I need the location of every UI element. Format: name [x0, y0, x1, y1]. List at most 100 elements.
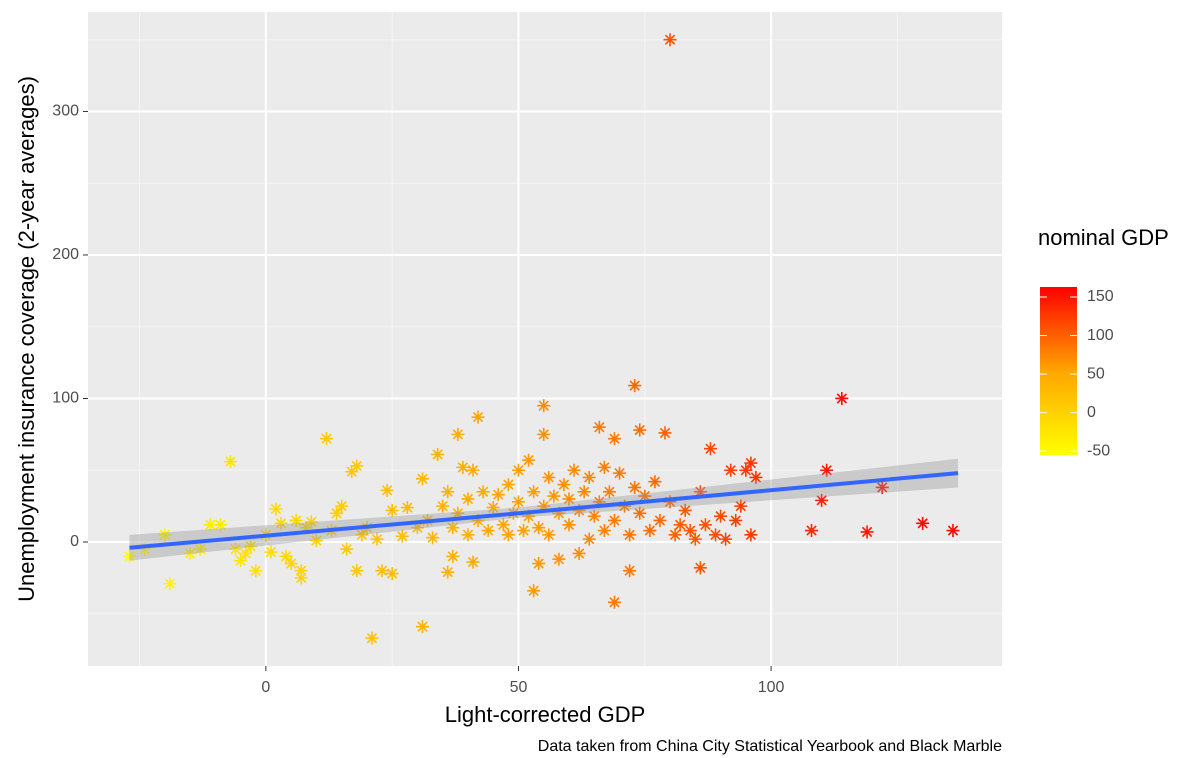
point [552, 506, 566, 520]
y-tick-label: 300 [52, 103, 79, 120]
y-tick-label: 200 [52, 246, 79, 263]
point [466, 555, 480, 569]
point [158, 528, 172, 542]
point [607, 432, 621, 446]
point [648, 475, 662, 489]
point [183, 546, 197, 560]
point [122, 549, 136, 563]
point [592, 495, 606, 509]
point [193, 542, 207, 556]
point [668, 528, 682, 542]
point [431, 447, 445, 461]
point [213, 518, 227, 532]
point [375, 564, 389, 578]
point [304, 515, 318, 529]
point [749, 470, 763, 484]
point [501, 528, 515, 542]
point [446, 521, 460, 535]
point [466, 463, 480, 477]
color-tick-label: 50 [1087, 365, 1105, 382]
point [537, 499, 551, 513]
point [633, 423, 647, 437]
point [380, 483, 394, 497]
point [426, 531, 440, 545]
x-axis-title: Light-corrected GDP [445, 702, 646, 727]
point [663, 33, 677, 47]
point [532, 521, 546, 535]
point [703, 442, 717, 456]
point [739, 463, 753, 477]
point [410, 521, 424, 535]
point [542, 528, 556, 542]
point [294, 564, 308, 578]
point [476, 485, 490, 499]
point [643, 524, 657, 538]
point [628, 379, 642, 393]
color-tick-label: 0 [1087, 404, 1096, 421]
point [658, 426, 672, 440]
point [274, 516, 288, 530]
point [471, 513, 485, 527]
point [284, 557, 298, 571]
point [719, 532, 733, 546]
point [249, 564, 263, 578]
point [415, 472, 429, 486]
color-bar [1040, 287, 1077, 455]
point [385, 503, 399, 517]
point [527, 485, 541, 499]
x-tick-label: 50 [510, 679, 528, 696]
point [365, 631, 379, 645]
point [486, 501, 500, 515]
point [613, 466, 627, 480]
point [602, 485, 616, 499]
point [562, 492, 576, 506]
point [653, 513, 667, 527]
point [203, 518, 217, 532]
point [557, 478, 571, 492]
point [572, 546, 586, 560]
point [289, 513, 303, 527]
point [244, 539, 258, 553]
point [618, 499, 632, 513]
point [511, 463, 525, 477]
point [542, 470, 556, 484]
legend-title: nominal GDP [1038, 225, 1169, 250]
point [805, 524, 819, 538]
point [597, 524, 611, 538]
point [582, 532, 596, 546]
point [835, 391, 849, 405]
point [860, 525, 874, 539]
point [239, 546, 253, 560]
point [345, 465, 359, 479]
point [350, 459, 364, 473]
point [496, 518, 510, 532]
point [562, 518, 576, 532]
point [582, 470, 596, 484]
point [415, 620, 429, 634]
point [527, 584, 541, 598]
point [744, 456, 758, 470]
plot-panel [88, 12, 1002, 666]
x-tick-label: 0 [261, 679, 270, 696]
point [587, 509, 601, 523]
point [335, 499, 349, 513]
point [163, 577, 177, 591]
point [532, 557, 546, 571]
color-tick-label: 150 [1087, 288, 1114, 305]
y-tick-label: 100 [52, 390, 79, 407]
point [744, 528, 758, 542]
point [319, 432, 333, 446]
point [456, 460, 470, 474]
point [628, 480, 642, 494]
point [693, 561, 707, 575]
point [552, 552, 566, 566]
point [309, 534, 323, 548]
point [537, 399, 551, 413]
point [299, 521, 313, 535]
point [446, 549, 460, 563]
point [481, 524, 495, 538]
point [229, 542, 243, 556]
point [138, 542, 152, 556]
caption: Data taken from China City Statistical Y… [538, 738, 1002, 755]
